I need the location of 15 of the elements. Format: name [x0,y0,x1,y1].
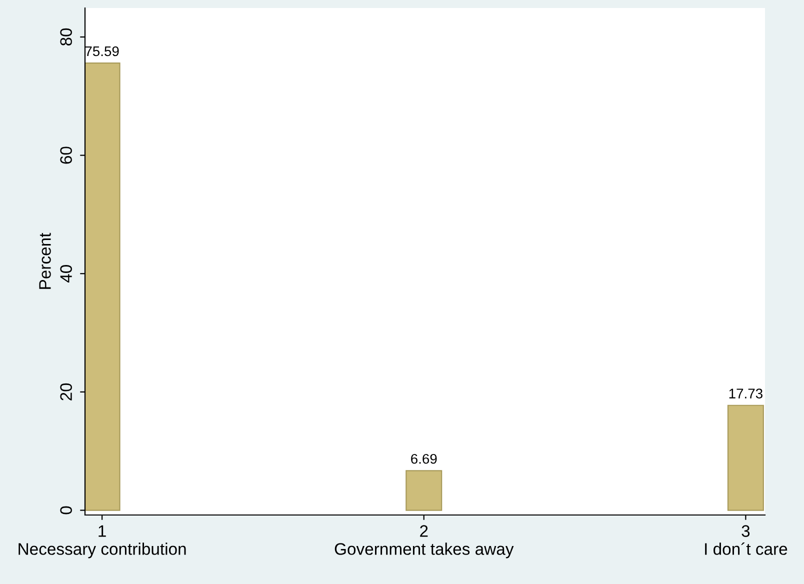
bar [727,404,764,511]
y-tick-label: 80 [60,28,72,46]
bar [406,470,442,511]
data-label: 6.69 [411,454,437,464]
x-tick-label: 1 Necessary contribution [18,525,186,558]
y-axis-title: Percent [39,232,51,289]
x-tick-label: 3 I don´t care [705,525,788,555]
y-tick-label: 20 [60,383,72,400]
x-tick-label: 2 Government takes away [334,525,514,558]
bar [85,62,120,511]
y-tick-label: 40 [60,265,72,283]
data-label: 75.59 [85,46,119,56]
data-label: 17.73 [729,388,762,398]
y-tick-label: 60 [60,146,72,164]
y-tick-label: 0 [60,506,72,514]
